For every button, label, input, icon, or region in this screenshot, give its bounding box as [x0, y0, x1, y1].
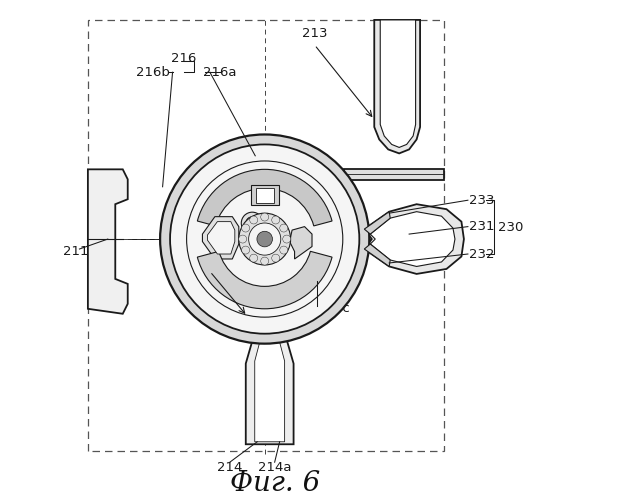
Circle shape: [260, 213, 269, 221]
Circle shape: [187, 161, 343, 317]
Circle shape: [282, 235, 291, 243]
Wedge shape: [198, 252, 332, 309]
Text: 214a: 214a: [258, 460, 291, 473]
Circle shape: [250, 216, 258, 224]
Polygon shape: [370, 212, 455, 266]
Circle shape: [160, 134, 369, 344]
Circle shape: [250, 254, 258, 262]
Polygon shape: [256, 188, 274, 203]
Circle shape: [239, 213, 291, 265]
Circle shape: [272, 216, 280, 224]
Text: Фиг. 6: Фиг. 6: [230, 470, 320, 496]
Polygon shape: [289, 226, 312, 259]
Circle shape: [242, 212, 263, 234]
Polygon shape: [364, 244, 390, 266]
Circle shape: [280, 224, 287, 232]
Text: C: C: [198, 256, 207, 270]
Polygon shape: [251, 186, 279, 205]
Text: 211: 211: [63, 245, 88, 258]
Text: 216a: 216a: [203, 66, 237, 78]
Text: 216b: 216b: [136, 66, 170, 78]
Text: 213: 213: [302, 27, 327, 40]
Text: 232: 232: [469, 248, 494, 260]
Circle shape: [170, 144, 359, 334]
Circle shape: [248, 223, 281, 255]
Circle shape: [257, 232, 272, 247]
Polygon shape: [374, 20, 420, 154]
Polygon shape: [345, 170, 444, 180]
Polygon shape: [208, 222, 235, 254]
Text: 216: 216: [171, 52, 197, 66]
Wedge shape: [198, 170, 332, 226]
Polygon shape: [364, 204, 464, 274]
Polygon shape: [381, 20, 416, 148]
Circle shape: [242, 224, 250, 232]
Polygon shape: [246, 341, 294, 444]
Text: 214c: 214c: [317, 302, 350, 316]
Circle shape: [246, 216, 259, 230]
Text: 231: 231: [469, 220, 494, 233]
Text: 230: 230: [498, 220, 523, 234]
Polygon shape: [203, 216, 239, 259]
Circle shape: [260, 257, 269, 265]
Polygon shape: [255, 342, 284, 442]
Polygon shape: [88, 170, 128, 314]
Circle shape: [272, 254, 280, 262]
Polygon shape: [364, 212, 390, 234]
Text: 214: 214: [217, 460, 243, 473]
Circle shape: [242, 246, 250, 254]
Circle shape: [238, 235, 247, 243]
Circle shape: [280, 246, 287, 254]
Text: 233: 233: [469, 194, 494, 206]
